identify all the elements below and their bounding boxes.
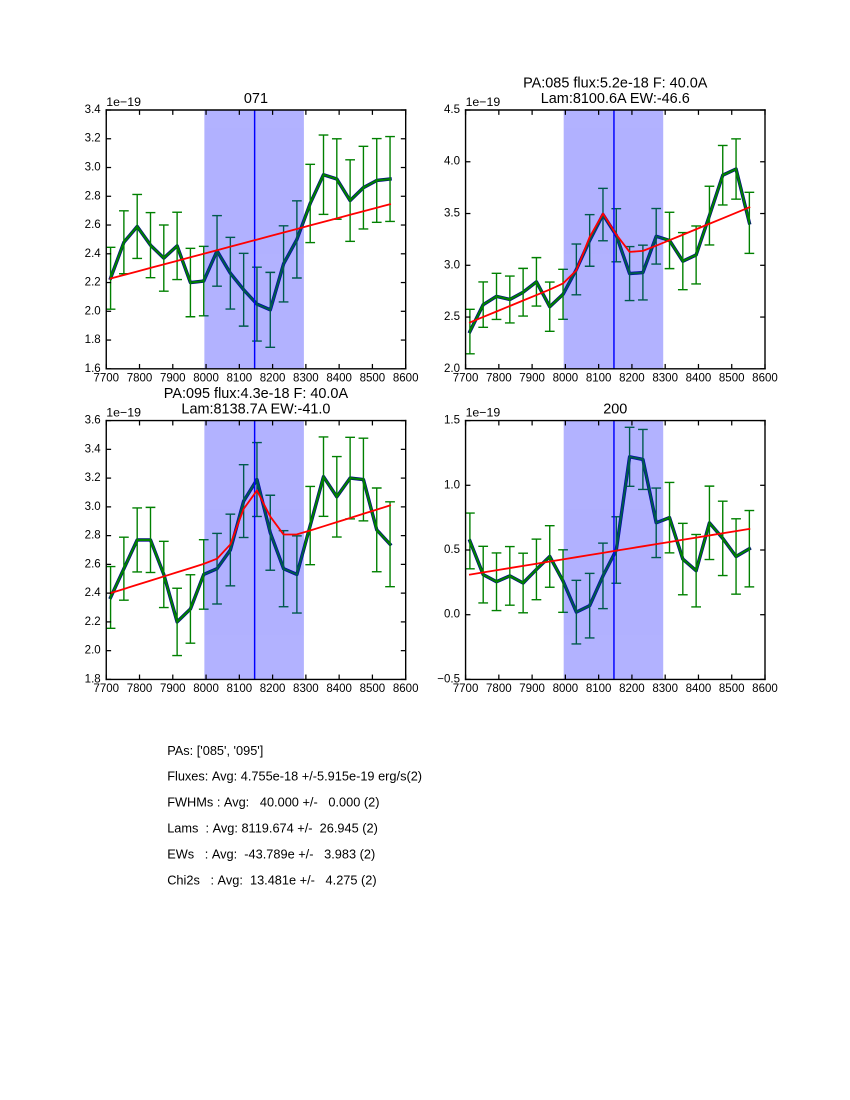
svg-text:8400: 8400 [686,683,712,695]
svg-text:1e−19: 1e−19 [106,95,141,109]
svg-text:Lam:8100.6A EW:-46.6: Lam:8100.6A EW:-46.6 [541,91,690,107]
svg-text:8400: 8400 [686,372,712,384]
svg-text:8000: 8000 [193,372,219,384]
svg-text:8200: 8200 [619,683,645,695]
svg-text:8300: 8300 [293,372,319,384]
svg-text:2.0: 2.0 [85,645,101,657]
svg-text:1.8: 1.8 [85,334,101,346]
svg-text:8600: 8600 [393,683,419,695]
svg-text:7800: 7800 [486,683,512,695]
svg-text:3.4: 3.4 [85,104,102,116]
svg-text:2.8: 2.8 [85,530,101,542]
svg-text:1.5: 1.5 [444,415,460,427]
svg-text:4.0: 4.0 [444,156,460,168]
svg-text:2.2: 2.2 [85,277,101,289]
svg-text:2.5: 2.5 [444,311,460,323]
svg-text:7700: 7700 [93,683,119,695]
svg-text:8600: 8600 [393,372,419,384]
svg-text:7700: 7700 [453,683,479,695]
svg-text:1e−19: 1e−19 [106,405,141,419]
svg-text:8000: 8000 [553,372,579,384]
svg-text:4.5: 4.5 [444,104,460,116]
svg-text:3.0: 3.0 [85,161,101,173]
svg-text:8100: 8100 [227,372,253,384]
svg-text:8200: 8200 [260,372,286,384]
svg-text:8400: 8400 [326,683,352,695]
svg-text:2.0: 2.0 [85,305,101,317]
svg-text:8300: 8300 [652,683,678,695]
svg-text:2.8: 2.8 [85,190,101,202]
svg-text:8500: 8500 [719,372,745,384]
svg-text:2.6: 2.6 [85,558,101,570]
svg-text:1.8: 1.8 [85,673,101,685]
svg-text:3.0: 3.0 [85,501,101,513]
svg-text:1e−19: 1e−19 [466,95,501,109]
svg-text:8500: 8500 [360,372,386,384]
svg-text:071: 071 [244,91,268,107]
svg-text:2.4: 2.4 [85,587,102,599]
svg-text:2.2: 2.2 [85,616,101,628]
svg-text:8400: 8400 [326,372,352,384]
svg-text:200: 200 [603,402,627,418]
svg-text:8500: 8500 [719,683,745,695]
svg-text:1.6: 1.6 [85,363,101,375]
svg-text:8600: 8600 [752,683,778,695]
svg-text:3.4: 3.4 [85,443,102,455]
svg-text:Chi2s : Avg: 13.481e +/-: Chi2s : Avg: 13.481e +/- 4.275 (2) [167,872,376,887]
svg-text:7800: 7800 [127,372,153,384]
svg-text:7800: 7800 [486,372,512,384]
svg-text:1e−19: 1e−19 [466,405,501,419]
svg-text:7800: 7800 [127,683,153,695]
svg-text:3.2: 3.2 [85,472,101,484]
svg-text:1.0: 1.0 [444,479,460,491]
svg-text:8100: 8100 [227,683,253,695]
svg-text:2.6: 2.6 [85,219,101,231]
svg-text:0.0: 0.0 [444,609,460,621]
svg-text:8000: 8000 [553,683,579,695]
svg-text:8300: 8300 [652,372,678,384]
svg-text:Lams : Avg: 8119.674 +/- 26.: Lams : Avg: 8119.674 +/- 26.945 (2) [167,821,378,836]
svg-text:2.0: 2.0 [444,363,460,375]
svg-text:−0.5: −0.5 [437,673,460,685]
svg-text:FWHMs : Avg: 40.000 +/- 0.: FWHMs : Avg: 40.000 +/- 0.000 (2) [167,795,379,810]
svg-text:3.6: 3.6 [85,415,101,427]
svg-text:2.4: 2.4 [85,248,102,260]
svg-text:EWs : Avg: -43.789e +/- 3: EWs : Avg: -43.789e +/- 3.983 (2) [167,846,375,861]
svg-text:8100: 8100 [586,683,612,695]
svg-text:7700: 7700 [453,372,479,384]
svg-text:PAs: ['085', '095']: PAs: ['085', '095'] [167,743,263,758]
svg-text:PA:095 flux:4.3e-18 F: 40.0A: PA:095 flux:4.3e-18 F: 40.0A [164,386,349,402]
svg-text:8000: 8000 [193,683,219,695]
svg-text:8500: 8500 [360,683,386,695]
svg-text:7900: 7900 [160,683,186,695]
svg-text:3.0: 3.0 [444,259,460,271]
svg-text:8300: 8300 [293,683,319,695]
svg-text:8200: 8200 [619,372,645,384]
svg-text:8600: 8600 [752,372,778,384]
svg-text:7700: 7700 [93,372,119,384]
svg-text:7900: 7900 [519,372,545,384]
svg-text:7900: 7900 [519,683,545,695]
svg-text:8100: 8100 [586,372,612,384]
svg-text:8200: 8200 [260,683,286,695]
svg-text:3.5: 3.5 [444,208,460,220]
svg-text:3.2: 3.2 [85,133,101,145]
svg-text:Fluxes: Avg: 4.755e-18 +/-5.91: Fluxes: Avg: 4.755e-18 +/-5.915e-19 erg/… [167,769,422,784]
svg-text:Lam:8138.7A EW:-41.0: Lam:8138.7A EW:-41.0 [181,402,330,418]
svg-text:7900: 7900 [160,372,186,384]
svg-text:0.5: 0.5 [444,544,460,556]
svg-text:PA:085 flux:5.2e-18 F: 40.0A: PA:085 flux:5.2e-18 F: 40.0A [523,75,708,91]
